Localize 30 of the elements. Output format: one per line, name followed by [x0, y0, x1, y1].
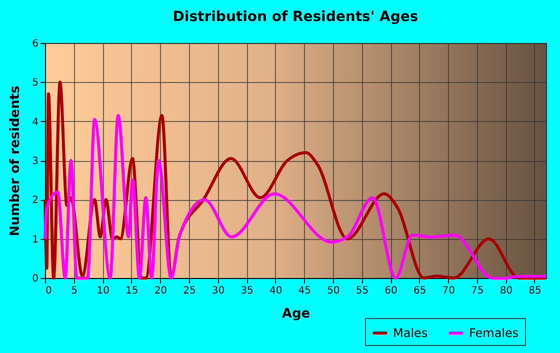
x-tick-label: 0 [46, 286, 52, 296]
y-axis-title: Number of residents [8, 85, 24, 236]
x-tick-label: 65 [413, 286, 426, 296]
x-tick-label: 35 [240, 286, 254, 296]
legend-label: Females [469, 326, 519, 340]
x-tick-label: 70 [442, 286, 455, 296]
x-tick-label: 15 [126, 286, 138, 296]
x-tick-label: 60 [384, 286, 398, 296]
y-tick-label: 3 [32, 156, 38, 167]
x-axis-title: Age [282, 306, 310, 322]
x-tick-label: 75 [471, 286, 484, 296]
legend-label: Males [393, 326, 428, 340]
y-tick-label: 4 [32, 116, 38, 128]
x-tick-label: 40 [269, 286, 282, 296]
x-tick-label: 20 [154, 286, 168, 296]
x-tick-label: 55 [356, 286, 369, 296]
x-tick-label: 85 [528, 286, 542, 296]
y-tick-label: 2 [32, 195, 38, 206]
x-tick-label: 25 [183, 286, 196, 296]
chart-title: Distribution of Residents' Ages [172, 9, 418, 25]
y-tick-label: 6 [32, 38, 38, 50]
x-tick-label: 80 [500, 286, 513, 296]
y-tick-label: 5 [32, 78, 38, 89]
x-tick-label: 45 [298, 286, 312, 296]
x-tick-label: 5 [71, 286, 78, 296]
x-tick-label: 30 [212, 286, 225, 296]
y-tick-label: 1 [32, 234, 38, 246]
y-tick-label: 0 [32, 274, 38, 284]
x-tick-label: 10 [96, 286, 110, 296]
x-tick-label: 50 [327, 286, 340, 296]
